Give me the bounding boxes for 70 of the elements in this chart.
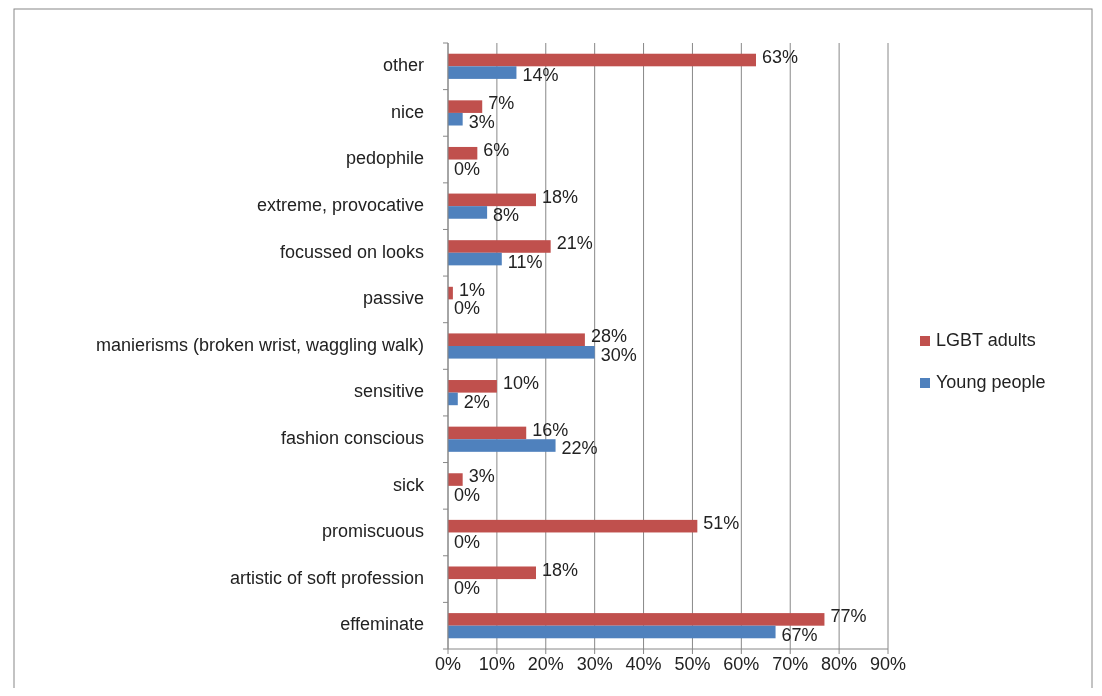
- y-tick-label: passive: [362, 288, 424, 309]
- bar: [448, 333, 585, 346]
- bar: [448, 66, 517, 79]
- bar: [448, 426, 527, 440]
- x-tick-label: 30%: [576, 654, 613, 674]
- data-label: 7%: [488, 93, 515, 114]
- data-label: 22%: [561, 438, 598, 459]
- data-label: 11%: [507, 251, 543, 272]
- data-label: 67%: [781, 624, 818, 645]
- data-label: 16%: [532, 419, 569, 440]
- bar: [448, 252, 502, 266]
- data-label: 28%: [590, 326, 627, 347]
- x-tick-label: 90%: [869, 654, 907, 674]
- x-tick-label: 70%: [772, 654, 809, 674]
- data-label: 0%: [454, 531, 481, 552]
- bar: [448, 566, 536, 580]
- y-tick-label: manierisms (broken wrist, waggling walk): [95, 334, 424, 355]
- bar: [448, 519, 698, 533]
- y-tick-label: extreme, provocative: [256, 194, 424, 215]
- x-tick-label: 10%: [478, 654, 515, 674]
- x-tick-label: 50%: [674, 654, 711, 674]
- bar: [448, 240, 551, 253]
- data-label: 2%: [463, 391, 490, 412]
- data-label: 77%: [830, 606, 867, 627]
- legend-label: Young people: [936, 371, 1046, 392]
- y-tick-label: focussed on looks: [279, 241, 424, 262]
- data-label: 1%: [458, 279, 485, 300]
- y-tick-label: artistic of soft profession: [229, 567, 424, 588]
- data-label: 63%: [762, 46, 799, 67]
- bar: [448, 439, 556, 452]
- data-label: 3%: [468, 466, 495, 487]
- y-tick-label: sick: [393, 474, 425, 495]
- bar: [448, 146, 478, 160]
- data-label: 10%: [502, 373, 539, 394]
- data-label: 51%: [703, 512, 740, 533]
- y-tick-label: nice: [390, 101, 424, 122]
- data-label: 21%: [556, 233, 593, 254]
- bar: [448, 346, 595, 359]
- data-label: 0%: [454, 158, 481, 179]
- data-label: 18%: [542, 186, 579, 207]
- x-tick-label: 60%: [723, 654, 760, 674]
- bar: [448, 473, 463, 486]
- bar: [448, 112, 463, 126]
- data-label: 6%: [483, 140, 510, 160]
- bar: [448, 625, 776, 639]
- data-label: 14%: [522, 65, 559, 86]
- bar: [448, 613, 825, 626]
- y-tick-label: fashion conscious: [280, 427, 424, 448]
- bar: [448, 53, 756, 67]
- y-tick-label: pedophile: [345, 148, 424, 169]
- data-label: 0%: [454, 298, 481, 319]
- x-tick-label: 80%: [821, 654, 858, 674]
- bar: [448, 380, 497, 393]
- data-label: 0%: [454, 578, 481, 599]
- y-tick-label: promiscuous: [321, 521, 424, 542]
- bar: [448, 206, 488, 219]
- x-tick-label: 20%: [527, 654, 564, 674]
- data-label: 0%: [454, 484, 481, 505]
- bar: [448, 193, 536, 207]
- x-tick-label: 0%: [434, 654, 462, 674]
- y-tick-label: effeminate: [340, 614, 424, 635]
- legend-label: LGBT adults: [936, 329, 1036, 350]
- data-label: 3%: [468, 111, 495, 132]
- y-tick-label: sensitive: [353, 381, 424, 402]
- bar: [448, 100, 483, 113]
- data-label: 30%: [600, 345, 637, 366]
- data-label: 18%: [542, 559, 579, 580]
- x-tick-label: 40%: [625, 654, 662, 674]
- y-tick-label: other: [382, 55, 424, 76]
- data-label: 8%: [493, 205, 520, 226]
